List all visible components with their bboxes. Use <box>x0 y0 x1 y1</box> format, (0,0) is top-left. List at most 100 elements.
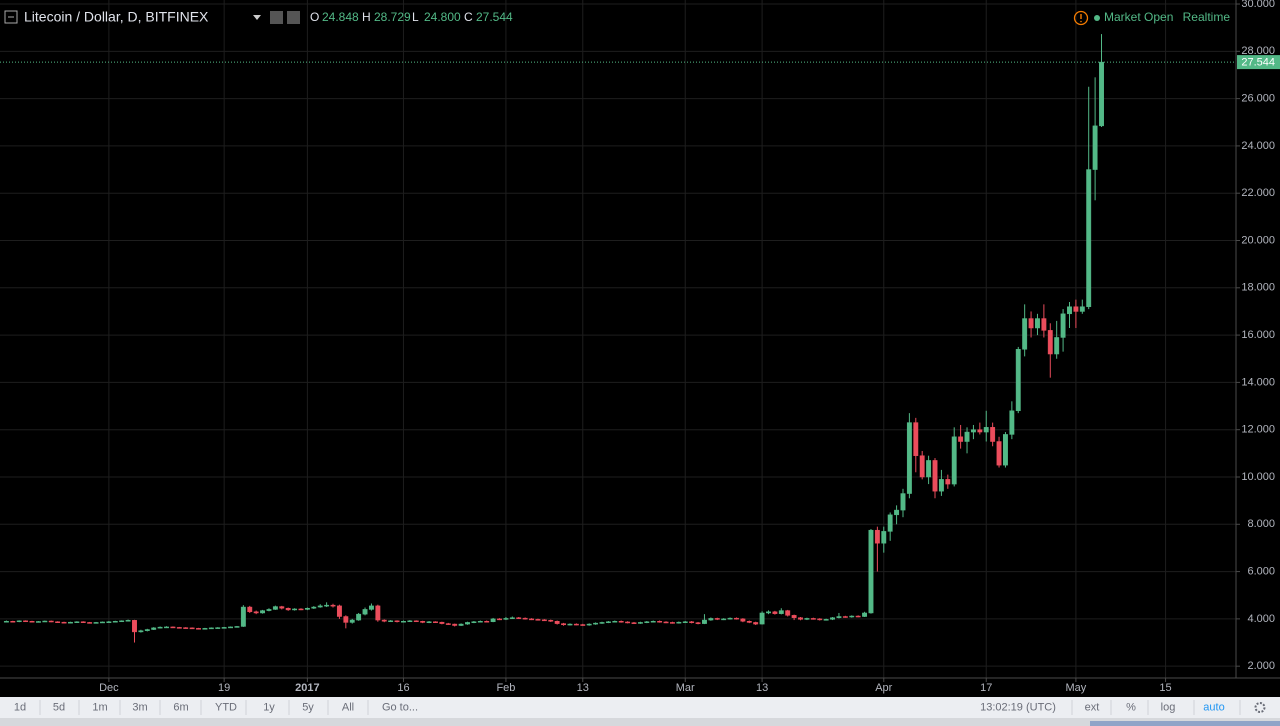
y-tick-label: 8.000 <box>1247 518 1275 530</box>
range-button[interactable]: 5d <box>53 701 65 713</box>
candle-body <box>420 620 426 623</box>
x-tick-label: Feb <box>496 682 515 694</box>
settings-gear[interactable] <box>1254 702 1266 713</box>
warning-icon[interactable] <box>1073 10 1089 26</box>
candle-body <box>279 606 285 609</box>
candle-body <box>189 627 195 630</box>
candle-body <box>509 617 515 619</box>
candle-body <box>215 627 221 629</box>
candles <box>3 34 1104 643</box>
scale-option[interactable]: log <box>1161 701 1176 713</box>
candle-body <box>791 615 797 618</box>
candle-body <box>913 422 919 456</box>
candle-body <box>23 620 29 623</box>
candle-body <box>593 622 599 625</box>
candle-body <box>977 429 983 433</box>
candle-body <box>465 622 470 625</box>
candle-body <box>497 618 502 621</box>
candle-body <box>951 436 957 485</box>
candle-body <box>16 620 22 623</box>
scale-option[interactable]: ext <box>1085 701 1100 713</box>
close-icon[interactable] <box>287 11 300 24</box>
symbol-dropdown[interactable] <box>253 15 261 20</box>
range-button[interactable]: 6m <box>173 701 188 713</box>
range-button[interactable]: YTD <box>215 701 237 713</box>
range-button[interactable]: 1d <box>14 701 26 713</box>
candle-body <box>100 621 105 624</box>
candle-body <box>868 529 874 614</box>
settings-icon[interactable] <box>270 11 283 24</box>
scale-option[interactable]: % <box>1126 701 1136 713</box>
candle-body <box>240 606 246 627</box>
candle-body <box>151 627 157 630</box>
candle-body <box>817 618 823 621</box>
candle-body <box>676 621 682 624</box>
candle-body <box>887 514 893 532</box>
y-tick-label: 28.000 <box>1241 45 1275 57</box>
x-tick-label: 13 <box>577 682 589 694</box>
candle-body <box>477 620 483 623</box>
candle-body <box>830 617 835 620</box>
candle-body <box>599 622 605 624</box>
range-button[interactable]: 1m <box>92 701 107 713</box>
candle-body <box>759 612 765 625</box>
candle-body <box>1092 125 1098 170</box>
candle-body <box>855 615 861 618</box>
candle-body <box>644 621 650 623</box>
collapse-icon[interactable] <box>4 10 18 24</box>
x-tick-label: 19 <box>218 682 230 694</box>
candle-body <box>849 615 855 618</box>
candle-body <box>1035 318 1040 329</box>
last-price-tag <box>1237 55 1280 70</box>
candle-body <box>74 621 80 623</box>
candle-body <box>605 621 611 623</box>
candle-body <box>413 620 419 623</box>
candle-body <box>766 611 771 614</box>
candle-body <box>702 619 707 624</box>
candle-body <box>554 620 560 624</box>
candle-body <box>612 620 618 623</box>
candle-body <box>682 621 688 623</box>
candle-body <box>157 626 163 629</box>
candle-body <box>874 529 880 544</box>
range-button[interactable]: All <box>342 701 354 713</box>
scale-option[interactable]: auto <box>1203 701 1224 713</box>
range-button[interactable]: 5y <box>302 701 314 713</box>
candle-body <box>298 608 304 611</box>
candle-body <box>535 619 541 621</box>
y-tick-label: 10.000 <box>1241 471 1275 483</box>
candle-body <box>55 621 61 623</box>
candle-body <box>689 621 695 623</box>
candle-body <box>42 620 48 623</box>
candle-body <box>637 622 643 624</box>
candle-body <box>746 620 752 623</box>
candle-body <box>29 620 35 623</box>
candle-body <box>580 624 586 626</box>
candle-body <box>804 618 810 620</box>
y-tick-label: 18.000 <box>1241 282 1275 294</box>
candle-body <box>433 621 438 623</box>
candle-body <box>67 621 73 624</box>
candle-body <box>561 623 567 626</box>
goto-button[interactable]: Go to... <box>382 701 418 713</box>
candle-body <box>368 605 374 610</box>
candle-body <box>836 616 842 618</box>
y-tick-label: 30.000 <box>1241 0 1275 10</box>
candle-body <box>202 628 208 630</box>
ohlc-value: 27.544 <box>476 10 513 24</box>
candle-body <box>938 479 944 492</box>
candle-body <box>1015 349 1021 412</box>
candle-body <box>842 616 848 618</box>
candle-body <box>362 609 368 615</box>
candle-body <box>625 621 631 624</box>
candle-body <box>183 627 189 629</box>
candle-body <box>522 617 528 620</box>
warning-dot <box>1080 20 1082 23</box>
candle-body <box>48 620 54 623</box>
candle-body <box>401 620 406 623</box>
candle-body <box>1086 169 1092 307</box>
range-button[interactable]: 1y <box>263 701 275 713</box>
range-button[interactable]: 3m <box>132 701 147 713</box>
candle-body <box>753 622 759 625</box>
